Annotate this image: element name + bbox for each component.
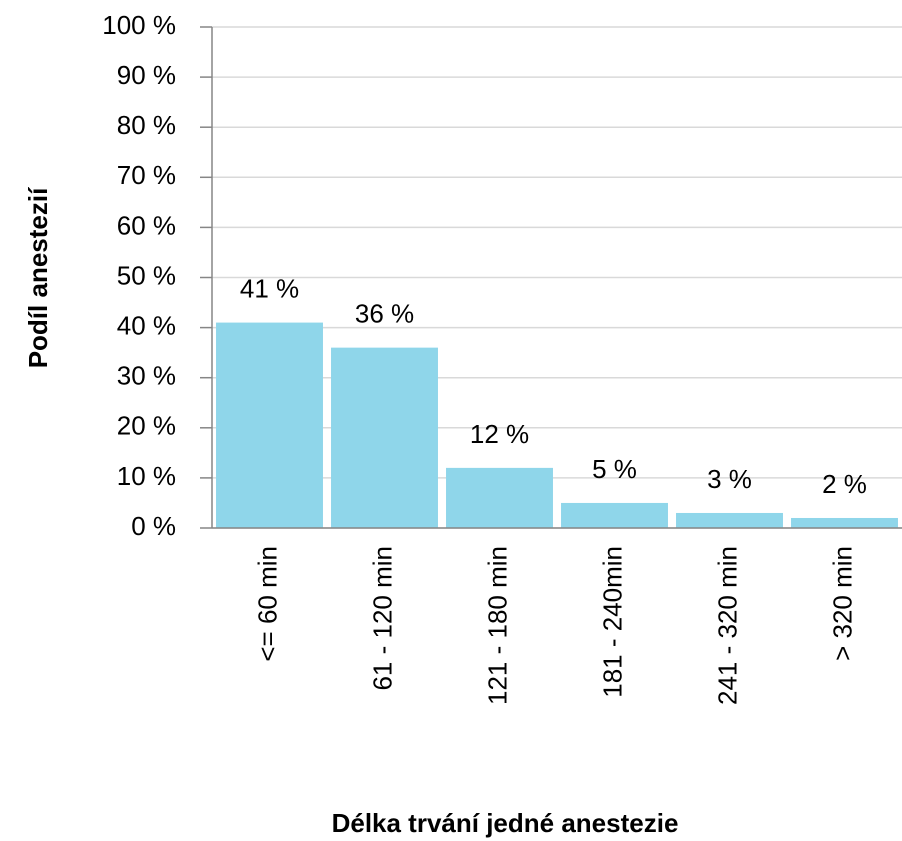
data-label: 5 % — [592, 454, 637, 484]
x-tick-label: > 320 min — [827, 546, 857, 661]
y-tick-label: 70 % — [117, 160, 176, 190]
data-label: 3 % — [707, 464, 752, 494]
bar — [446, 467, 553, 528]
y-tick-label: 10 % — [117, 461, 176, 491]
y-tick-label: 50 % — [117, 260, 176, 290]
bar — [561, 502, 668, 528]
bar — [331, 347, 438, 528]
y-tick-label: 100 % — [102, 10, 176, 40]
y-axis-title: Podíl anestezií — [23, 187, 53, 368]
y-tick-label: 40 % — [117, 310, 176, 340]
x-tick-label: 241 - 320 min — [712, 546, 742, 705]
bar — [676, 512, 783, 528]
y-tick-label: 30 % — [117, 361, 176, 391]
y-tick-label: 80 % — [117, 110, 176, 140]
x-tick-label: 181 - 240min — [597, 546, 627, 698]
data-label: 41 % — [240, 273, 299, 303]
data-label: 2 % — [822, 469, 867, 499]
x-axis-title: Délka trvání jedné anestezie — [332, 808, 679, 838]
bar — [791, 517, 898, 528]
x-tick-label: 121 - 180 min — [482, 546, 512, 705]
y-tick-label: 60 % — [117, 210, 176, 240]
data-label: 36 % — [355, 299, 414, 329]
y-tick-label: 20 % — [117, 411, 176, 441]
data-label: 12 % — [470, 419, 529, 449]
y-tick-label: 90 % — [117, 60, 176, 90]
x-tick-label: 61 - 120 min — [367, 546, 397, 691]
x-tick-label: <= 60 min — [252, 546, 282, 662]
bar — [216, 322, 323, 528]
y-tick-label: 0 % — [131, 511, 176, 541]
